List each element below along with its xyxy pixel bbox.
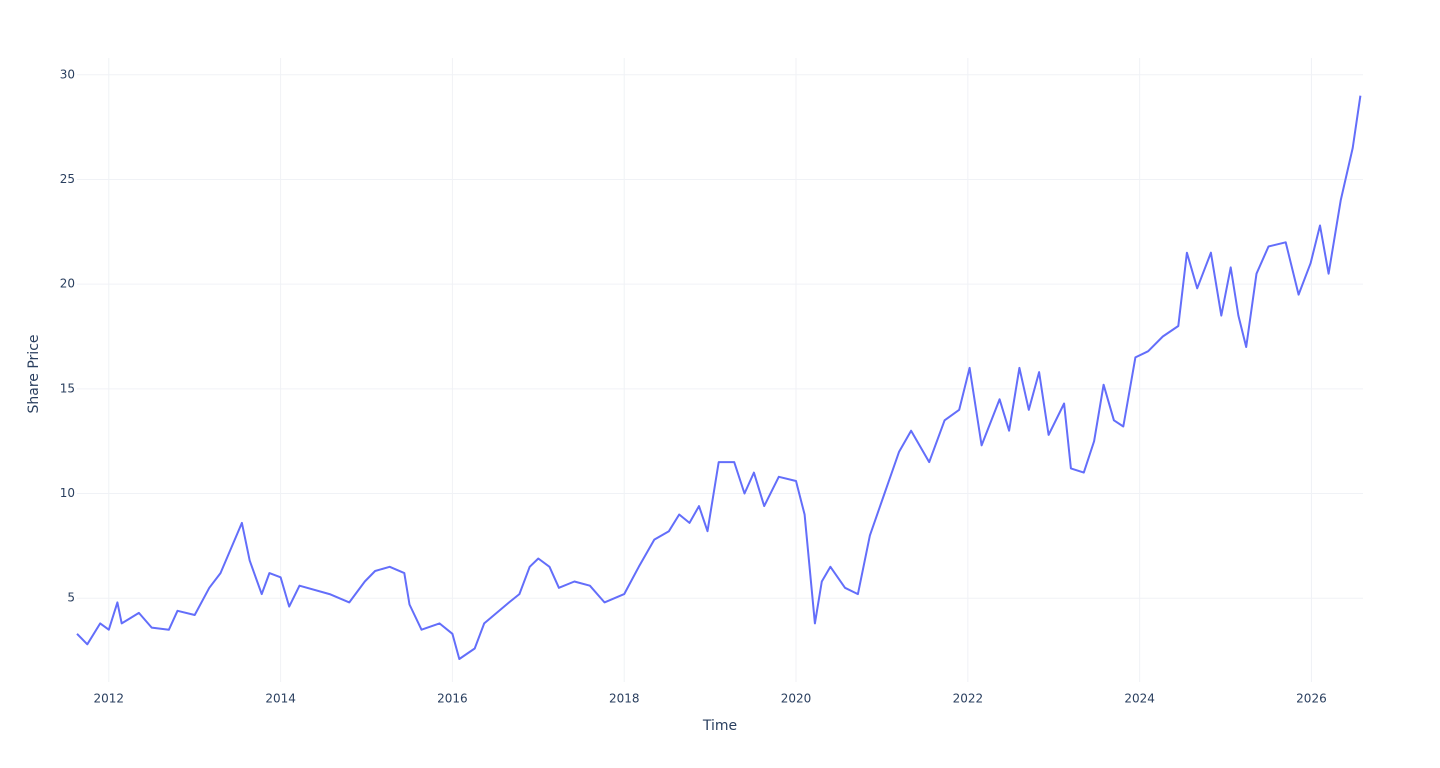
x-tick-label: 2022 — [953, 692, 984, 706]
x-tick-label: 2014 — [265, 692, 296, 706]
y-tick-label: 10 — [60, 486, 75, 500]
y-tick-label: 5 — [67, 591, 75, 605]
x-axis-title: Time — [702, 718, 737, 734]
y-tick-label: 25 — [60, 172, 75, 186]
x-tick-label: 2020 — [781, 692, 812, 706]
line-series — [76, 95, 1362, 660]
y-tick-label: 15 — [60, 381, 75, 395]
x-tick-label: 2012 — [94, 692, 125, 706]
x-tick-label: 2016 — [437, 692, 468, 706]
x-tick-label: 2026 — [1296, 692, 1327, 706]
y-tick-label: 30 — [60, 67, 75, 81]
y-axis-title: Share Price — [26, 334, 42, 413]
x-tick-label: 2018 — [609, 692, 640, 706]
x-tick-label: 2024 — [1124, 692, 1155, 706]
y-tick-label: 20 — [60, 277, 75, 291]
